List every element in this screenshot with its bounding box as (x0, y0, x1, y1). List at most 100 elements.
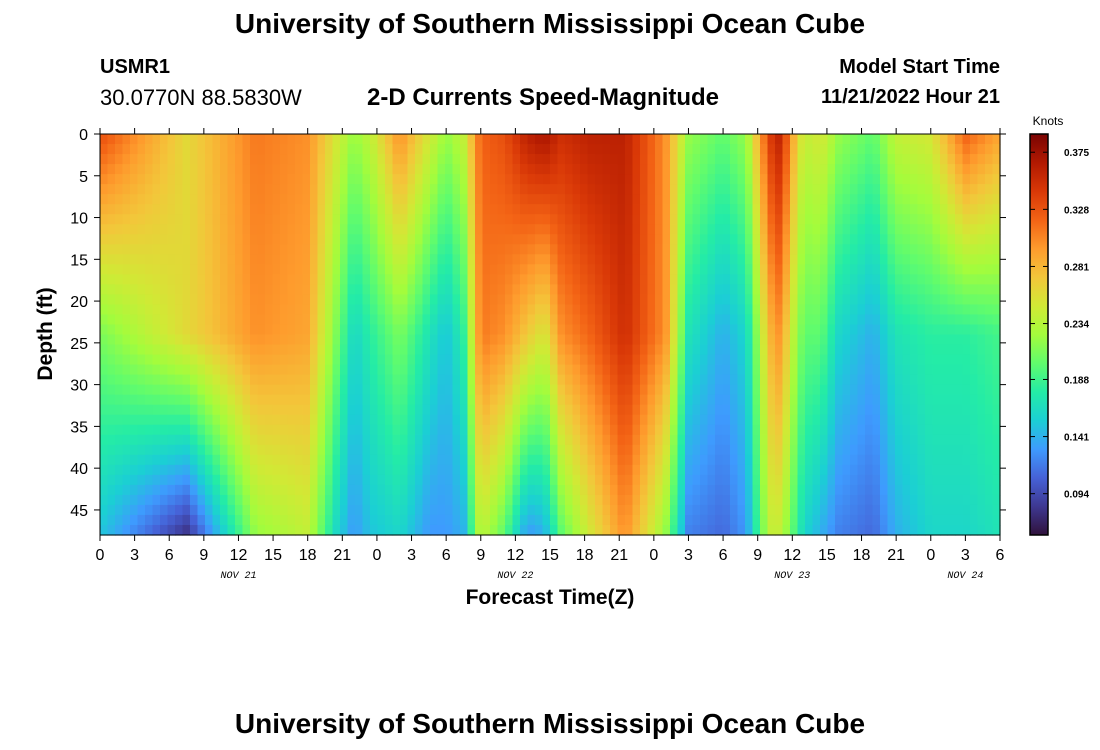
heat-cell (535, 314, 544, 326)
heat-cell (812, 174, 821, 185)
heat-cell (505, 184, 514, 195)
heat-cell (137, 214, 146, 225)
heat-cell (422, 324, 431, 336)
heat-cell (685, 474, 694, 486)
station-coordinates: 30.0770N 88.5830W (100, 85, 302, 110)
heat-cell (460, 504, 469, 516)
heat-cell (302, 134, 311, 145)
heat-cell (602, 384, 611, 396)
heat-cell (985, 374, 994, 386)
heat-cell (910, 404, 919, 416)
heat-cell (947, 264, 956, 275)
heat-cell (115, 434, 124, 446)
heat-cell (520, 264, 529, 275)
heat-cell (542, 494, 551, 506)
heat-cell (647, 494, 656, 506)
heat-cell (160, 264, 169, 275)
heat-cell (947, 324, 956, 336)
heat-cell (400, 494, 409, 506)
heat-cell (137, 284, 146, 296)
heat-cell (212, 284, 221, 296)
heat-cell (467, 174, 476, 185)
heat-cell (790, 374, 799, 386)
heat-cell (857, 214, 866, 225)
heat-cell (535, 434, 544, 446)
heat-cell (872, 414, 881, 426)
heat-cell (715, 464, 724, 476)
heat-cell (820, 164, 829, 175)
heat-cell (407, 284, 416, 296)
heat-cell (842, 254, 851, 265)
heat-cell (175, 354, 184, 366)
heat-cell (572, 194, 581, 205)
heat-cell (760, 514, 769, 526)
heat-cell (565, 144, 574, 155)
heat-cell (145, 374, 154, 386)
heat-cell (985, 274, 994, 285)
heat-cell (205, 414, 214, 426)
heat-cell (332, 184, 341, 195)
heat-cell (880, 244, 889, 255)
heat-cell (955, 424, 964, 436)
x-tick-label: 6 (442, 547, 451, 564)
heat-cell (992, 364, 1001, 376)
heat-cell (235, 134, 244, 145)
heat-cell (842, 174, 851, 185)
heat-cell (925, 134, 934, 145)
heat-cell (707, 324, 716, 336)
heat-cell (587, 224, 596, 235)
heat-cell (850, 224, 859, 235)
heat-cell (317, 414, 326, 426)
heat-cell (287, 244, 296, 255)
heat-cell (925, 294, 934, 306)
heat-cell (422, 454, 431, 466)
heat-cell (250, 244, 259, 255)
heat-cell (422, 184, 431, 195)
heat-cell (497, 224, 506, 235)
heat-cell (400, 474, 409, 486)
heat-cell (280, 394, 289, 406)
heat-cell (520, 224, 529, 235)
heat-cell (317, 274, 326, 285)
heat-cell (445, 244, 454, 255)
heat-cell (370, 164, 379, 175)
heat-cell (617, 504, 626, 516)
heat-cell (572, 304, 581, 316)
heat-cell (430, 304, 439, 316)
heat-cell (850, 174, 859, 185)
heat-cell (310, 134, 319, 145)
heat-cell (985, 354, 994, 366)
heat-cell (850, 264, 859, 275)
heat-cell (130, 194, 139, 205)
heat-cell (355, 444, 364, 456)
heat-cell (610, 174, 619, 185)
heat-cell (655, 394, 664, 406)
heat-cell (820, 304, 829, 316)
heat-cell (850, 404, 859, 416)
heat-cell (655, 494, 664, 506)
heat-cell (377, 184, 386, 195)
heat-cell (490, 164, 499, 175)
heat-cell (212, 184, 221, 195)
heat-cell (317, 514, 326, 526)
heat-cell (610, 144, 619, 155)
heat-cell (107, 194, 116, 205)
heat-cell (640, 514, 649, 526)
heat-cell (700, 304, 709, 316)
heat-cell (857, 464, 866, 476)
heat-cell (842, 304, 851, 316)
heat-cell (917, 294, 926, 306)
heat-cell (175, 234, 184, 245)
heat-cell (820, 444, 829, 456)
heat-cell (737, 214, 746, 225)
heat-cell (340, 184, 349, 195)
heat-cell (490, 214, 499, 225)
heat-cell (362, 224, 371, 235)
heat-cell (925, 164, 934, 175)
heat-cell (220, 364, 229, 376)
heat-cell (115, 514, 124, 526)
heat-cell (745, 214, 754, 225)
heat-cell (287, 404, 296, 416)
x-tick-label: 21 (333, 547, 351, 564)
heat-cell (587, 354, 596, 366)
